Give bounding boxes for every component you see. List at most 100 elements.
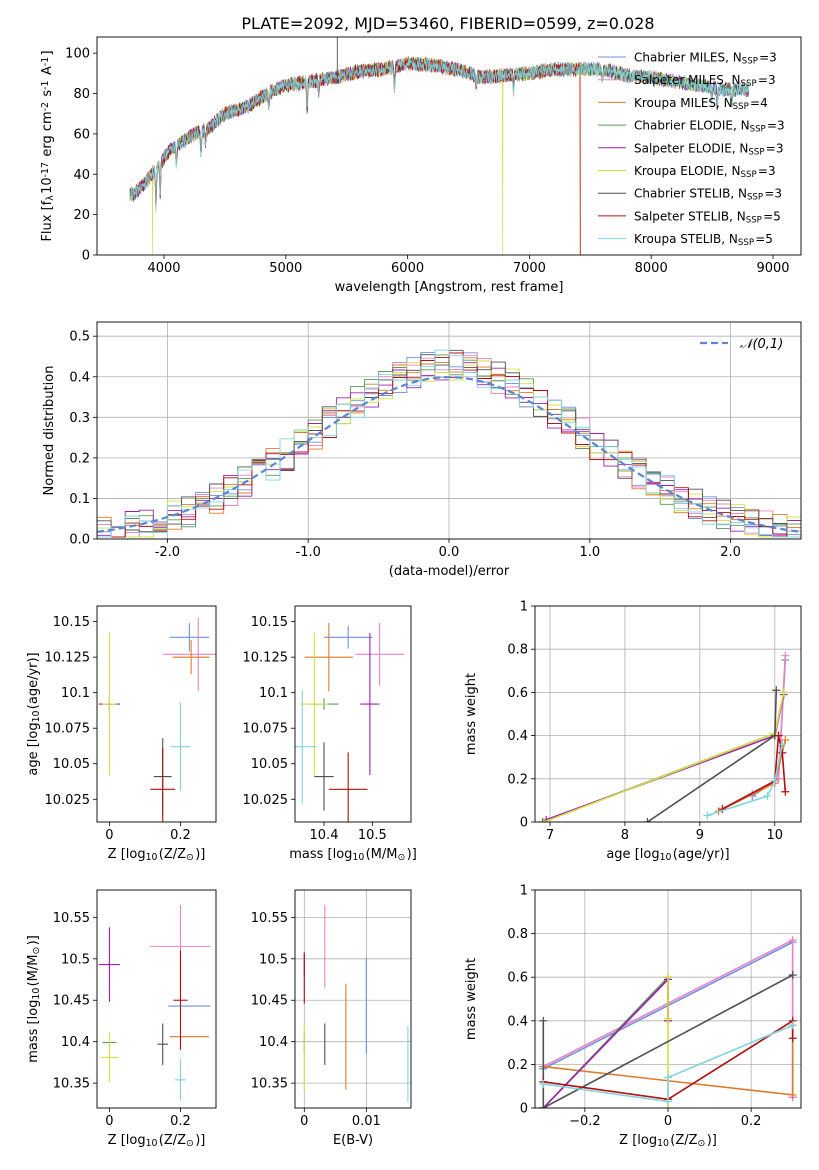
x-tick-label: 2.0 [720,545,741,560]
y-tick-label: 10.4 [259,1035,288,1050]
plot-area-mass_vs_EBV [303,904,409,1103]
weight-marker [779,688,788,697]
weight-marker [664,1014,672,1023]
x-tick-label: 0 [664,1114,672,1129]
weight-line [646,690,778,822]
weight-marker [770,776,779,785]
weight-marker [774,731,783,740]
y-tick-label: 10.125 [45,651,91,666]
weight-marker [664,1097,672,1106]
y-axis-label: mass [log10 (M/M⊙ )] [26,935,42,1063]
figure-title: PLATE=2092, MJD=53460, FIBERID=0599, z=0… [241,14,654,33]
x-tick-label: 10.4 [310,828,339,843]
x-tick-label: -2.0 [155,545,180,560]
y-tick-label: 0.1 [69,492,90,507]
plot-area-residuals [97,349,801,539]
y-tick-label: 10.025 [243,793,289,808]
x-tick-label: −0.2 [569,1114,601,1129]
errorbar-kroupa-stelib [170,702,191,791]
x-axis-label: E(B-V) [333,1133,373,1148]
errorbar-salpeter-stelib [173,950,188,1050]
panel-mass_vs_EBV: 0 0.01 10.35 10.4 10.45 10.5 10.55 E(B-V) [251,889,412,1148]
legend-label-chabrier-elodie: Chabrier ELODIE, NSSP =3 [634,119,785,135]
plot-area-weight_vs_Z [539,936,797,1108]
weight-marker [539,1016,548,1025]
x-tick-label: 0 [300,1114,308,1129]
y-axis-label: Flux [fλ 10-17 erg cm-2 s-1 A-1 ] [40,50,56,241]
weight-marker [643,818,652,822]
y-tick-label: 0.3 [69,411,90,426]
x-tick-label: 0 [105,1114,113,1129]
plot-area-age_vs_mass [295,623,404,822]
x-tick-label: 5000 [269,261,302,276]
y-tick-label: 10.1 [259,686,288,701]
x-tick-label: 7000 [513,261,546,276]
axes-frame [96,36,802,256]
y-tick-label: 0.2 [507,772,528,787]
errorbar-kroupa-elodie [102,633,117,776]
y-tick-label: 10.35 [53,1077,90,1092]
weight-line [751,659,787,797]
y-tick-label: 1 [520,884,528,899]
y-tick-label: 10.15 [53,615,90,630]
x-tick-label: 0.01 [352,1114,381,1129]
errorbar-salpeter-elodie [98,927,121,1002]
weight-series-chabrier-elodie [538,688,788,822]
normal-curve [97,376,801,533]
x-tick-label: 0 [105,828,113,843]
legend-label-chabrier-stelib: Chabrier STELIB, NSSP =3 [634,187,782,203]
weight-marker [539,1080,548,1089]
x-tick-label: 0.2 [741,1114,762,1129]
panel-residuals: -2.0 -1.0 0.0 1.0 2.0 0.0 0.1 0.2 0.3 0.4 0.5 (data… [42,321,802,579]
y-tick-label: 0 [82,249,90,264]
weight-marker [781,735,790,744]
weight-line [543,1019,794,1101]
legend-label-kroupa-stelib: Kroupa STELIB, NSSP =5 [634,232,773,248]
weight-line [707,744,784,817]
y-tick-label: 10.05 [251,757,288,772]
y-tick-label: 0.8 [507,643,528,658]
y-tick-label: 0.0 [69,533,90,548]
x-axis-label: age [log10 (age/yr)] [606,847,729,863]
errorbar-kroupa-miles [304,623,353,692]
x-tick-label: 9000 [756,261,789,276]
x-tick-label: 7 [546,828,554,843]
spectrum-line-kroupa-stelib [129,57,749,210]
axes-frame [534,605,802,823]
weight-series-salpeter-miles [748,651,790,798]
x-axis-label: mass [log10 (M/M⊙ )] [289,847,417,863]
panel-weight_vs_age: 7 8 9 10 0 0.2 0.4 0.6 0.8 1 age [log10 (age/yr)] m… [464,600,802,863]
panel-mass_vs_Z: 0 0.2 10.35 10.4 10.45 10.5 10.55 Z [log10 (Z/Z… [26,889,217,1149]
errorbar-salpeter-miles [162,617,216,692]
weight-marker [781,651,790,660]
x-tick-label: 10 [767,828,784,843]
errorbar-salpeter-miles [355,623,404,686]
axes-frame [96,605,217,823]
x-tick-label: 8 [621,828,629,843]
x-axis-label: wavelength [Angstrom, rest frame] [335,280,564,295]
weight-marker [788,971,797,980]
y-tick-label: 0.8 [507,927,528,942]
y-axis-label: mass weight [464,673,479,755]
x-tick-label: 9 [696,828,704,843]
panel-weight_vs_Z: −0.2 0 0.2 0 0.2 0.4 0.6 0.8 1 Z [log10 (Z/Z⊙ )] m… [464,884,802,1149]
y-tick-label: 10.4 [61,1035,90,1050]
y-axis-label: age [log10 (age/yr)] [26,652,42,775]
weight-marker [788,1034,797,1043]
spectrum-legend: Chabrier MILES, NSSP =3 Salpeter MILES, N… [598,51,785,248]
weight-marker [778,740,787,749]
weight-line [542,974,794,1108]
errorbar-chabrier-miles [324,625,373,649]
y-tick-label: 0.4 [507,1014,528,1029]
y-tick-label: 10.075 [243,722,289,737]
plot-area-mass_vs_Z [98,904,211,1101]
y-tick-label: 0.2 [69,451,90,466]
histogram-chabrier-stelib [97,349,801,539]
weight-marker [772,686,781,695]
y-tick-label: 0.6 [507,971,528,986]
legend-label-salpeter-miles: Salpeter MILES, NSSP =3 [634,73,776,89]
axes-frame [294,889,412,1109]
weight-marker [539,818,548,822]
errorbar-salpeter-stelib [150,748,176,822]
panel-spectrum: 4000 5000 6000 7000 8000 9000 0 20 40 60 80 100 wave… [40,36,802,295]
